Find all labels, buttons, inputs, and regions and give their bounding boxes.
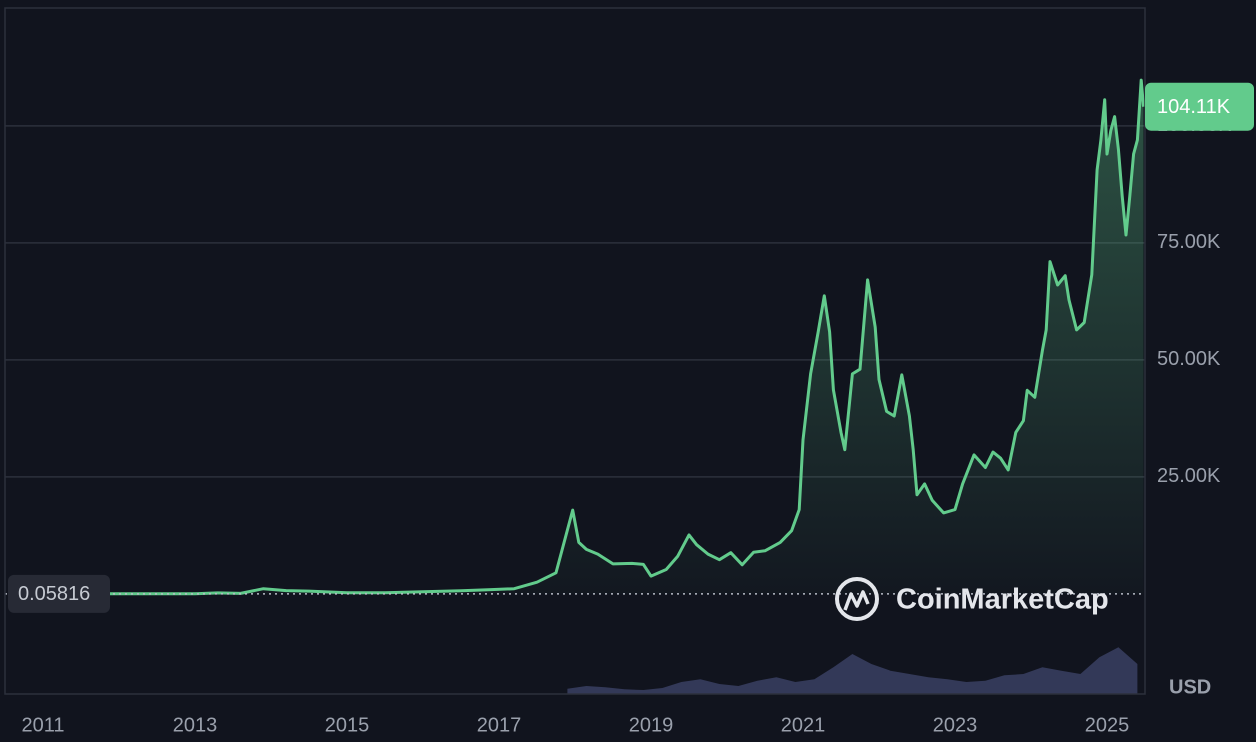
y-tick-label: 75.00K bbox=[1157, 231, 1221, 253]
x-tick-label: 2011 bbox=[21, 714, 64, 736]
y-tick-label: 50.00K bbox=[1157, 348, 1221, 370]
price-layer bbox=[5, 78, 1145, 596]
currency-label: USD bbox=[1169, 676, 1211, 698]
watermark: CoinMarketCap bbox=[835, 577, 1109, 621]
x-tick-label: 2025 bbox=[1085, 714, 1130, 736]
last-price-badge bbox=[1145, 82, 1254, 131]
plot-frame bbox=[4, 7, 1146, 695]
x-tick-label: 2017 bbox=[477, 714, 522, 736]
open-price-badge bbox=[8, 574, 110, 613]
volume-layer bbox=[567, 647, 1138, 694]
last-price-label: 104.11K bbox=[1157, 96, 1231, 118]
open-price-label: 0.05816 bbox=[18, 583, 90, 605]
x-tick-label: 2021 bbox=[781, 714, 826, 736]
x-tick-label: 2015 bbox=[325, 714, 370, 736]
watermark-logo-mark bbox=[843, 590, 870, 611]
watermark-logo bbox=[835, 577, 879, 621]
x-tick-label: 2013 bbox=[173, 714, 218, 736]
x-tick-label: 2019 bbox=[629, 714, 674, 736]
labels: 25.00K50.00K75.00K100.00K201120132015201… bbox=[8, 82, 1254, 736]
price-area bbox=[8, 80, 1144, 594]
grid bbox=[5, 125, 1145, 478]
price-line bbox=[8, 78, 1145, 596]
volume-area bbox=[567, 647, 1138, 694]
watermark-text: CoinMarketCap bbox=[896, 584, 1109, 616]
x-tick-label: 2023 bbox=[933, 714, 978, 736]
y-tick-label: 25.00K bbox=[1157, 465, 1221, 487]
